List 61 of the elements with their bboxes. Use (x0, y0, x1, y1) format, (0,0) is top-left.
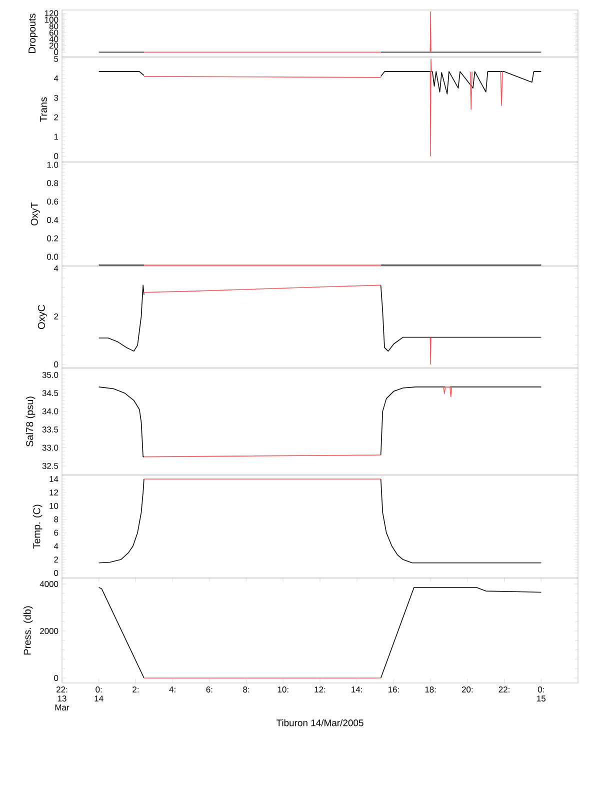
y-tick-label: 0 (54, 49, 58, 56)
y-tick-label: 2 (54, 114, 58, 120)
y-tick-label: 0.2 (47, 235, 58, 242)
y-tick-label: 3 (54, 94, 58, 101)
y-tick-label: 20 (49, 42, 58, 49)
y-tick-label: 0.6 (47, 198, 58, 205)
y-tick-label: 6 (54, 530, 58, 536)
y-tick-label: 60 (50, 30, 58, 36)
y-tick-label: 4 (54, 75, 58, 82)
x-tick-label: 8: (243, 686, 250, 693)
y-tick-label: 34.0 (42, 408, 58, 414)
x-tick-label: 4: (169, 686, 176, 692)
x-tick-label: 16: (388, 686, 399, 693)
y-tick-label: 32.5 (42, 462, 58, 469)
x-tick-label: 12: (314, 686, 326, 692)
y-tick-label: 2 (54, 556, 58, 562)
y-axis-title: OxyC (38, 304, 47, 329)
y-tick-label: 34.5 (42, 390, 58, 396)
y-tick-label: 33.0 (42, 444, 58, 451)
y-tick-label: 2000 (40, 628, 58, 634)
y-tick-label: 0 (54, 153, 58, 160)
x-tick-label: 22: (498, 686, 510, 692)
y-tick-label: 0 (54, 675, 58, 681)
y-tick-label: 35.0 (42, 372, 58, 378)
y-tick-label: 8 (54, 516, 58, 522)
x-tick-label: 10: (278, 686, 288, 693)
x-tick-label: 6: (206, 686, 212, 693)
x-tick-label: 22: 13 Mar (55, 686, 70, 710)
y-axis-title: Dropouts (28, 14, 38, 53)
y-tick-label: 120 (44, 10, 58, 16)
y-tick-label: 4 (54, 543, 58, 550)
y-tick-label: 4000 (40, 581, 58, 587)
y-tick-label: 12 (50, 489, 58, 496)
y-axis-title: Sal78 (psu) (26, 396, 36, 447)
y-tick-label: 5 (54, 56, 58, 62)
y-tick-label: 0 (54, 570, 58, 576)
y-axis-title: OxyT (30, 202, 40, 226)
y-tick-label: 1 (54, 134, 58, 140)
y-tick-label: 80 (49, 23, 58, 30)
y-tick-label: 0.4 (47, 216, 58, 223)
y-tick-label: 4 (54, 265, 58, 272)
y-tick-label: 33.5 (42, 426, 58, 432)
y-tick-label: 14 (50, 476, 58, 482)
y-tick-label: 0.0 (47, 254, 58, 260)
y-tick-label: 2 (54, 313, 58, 320)
y-tick-label: 10 (50, 502, 58, 509)
x-tick-label: 20: (462, 686, 473, 693)
y-axis-title: Press. (db) (24, 606, 33, 655)
x-tick-label: 0: 15 (537, 686, 546, 702)
x-tick-label: 14: (352, 686, 362, 692)
x-axis-title: Tiburon 14/Mar/2005 (276, 719, 364, 726)
y-axis-title: Temp. (C) (32, 504, 42, 549)
y-tick-label: 100 (44, 16, 58, 23)
x-tick-label: 2: (132, 686, 138, 692)
y-tick-label: 1.0 (47, 162, 58, 168)
y-tick-label: 0 (54, 361, 58, 368)
y-tick-label: 40 (49, 36, 58, 42)
x-tick-label: 18: (425, 686, 436, 693)
y-axis-title: Trans (40, 97, 47, 122)
x-tick-label: 0: 14 (94, 686, 104, 702)
y-tick-label: 0.8 (47, 180, 58, 186)
